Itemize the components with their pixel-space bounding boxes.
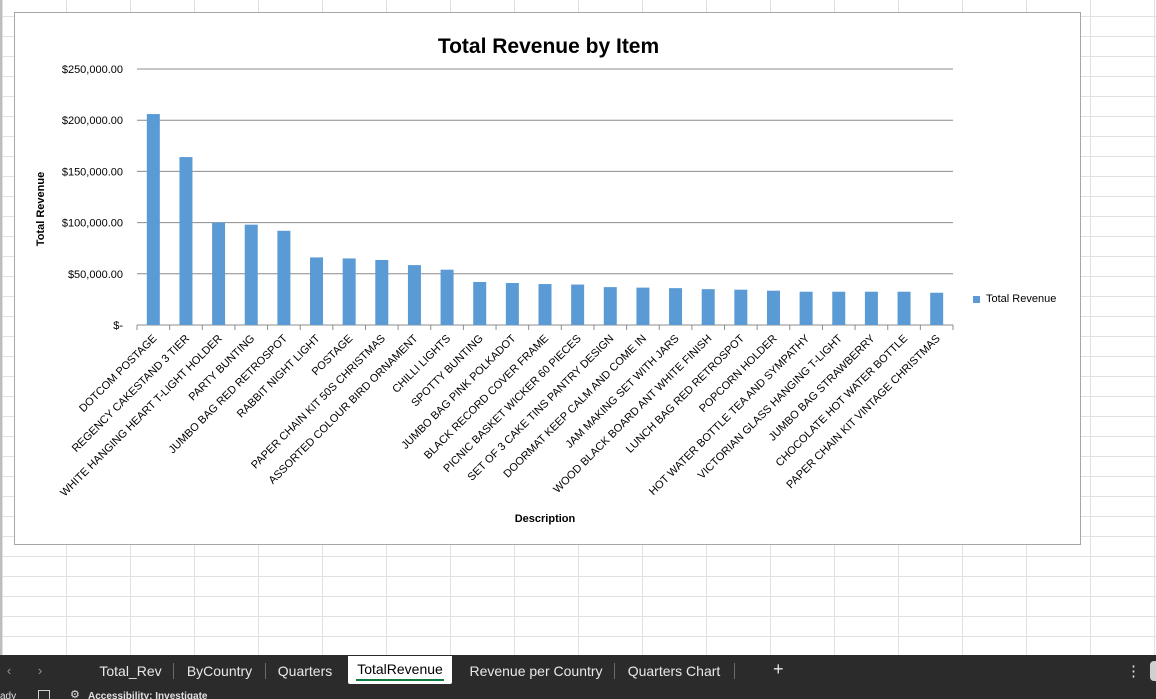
bar [701, 289, 715, 325]
tab-by-country[interactable]: ByCountry [186, 663, 253, 679]
chart-title: Total Revenue by Item [437, 35, 660, 58]
y-tick-label: $150,000.00 [62, 166, 123, 178]
bar [342, 258, 356, 325]
bar [179, 157, 193, 325]
bar [407, 265, 421, 325]
x-tick-label: JUMBO BAG RED RETROSPOT [167, 332, 291, 456]
tab-quarters-chart[interactable]: Quarters Chart [627, 663, 721, 679]
add-sheet-icon[interactable]: + [773, 659, 784, 679]
tab-separator [265, 663, 266, 679]
bar [244, 224, 258, 325]
bar [212, 222, 226, 325]
bar [930, 292, 944, 325]
chart-plot: $- $50,000.00 $100,000.00 $150,000.00 $200,0… [58, 64, 954, 499]
tab-total-revenue[interactable]: TotalRevenue [348, 656, 452, 684]
x-tick-label: LUNCH BAG RED RETROSPOT [624, 332, 747, 455]
bar [505, 283, 519, 325]
y-tick-label: $- [113, 320, 123, 332]
chart-x-axis-title: Description [514, 513, 576, 525]
y-tick-label: $100,000.00 [62, 218, 123, 230]
tab-total-revenue-label: TotalRevenue [357, 661, 443, 677]
tab-revenue-per-country[interactable]: Revenue per Country [469, 663, 603, 679]
x-tick-label: ASSORTED COLOUR BIRD ORNAMENT [267, 332, 421, 486]
x-tick-label: REGENCY CAKESTAND 3 TIER [70, 333, 192, 455]
bar [538, 284, 552, 325]
legend-swatch [973, 295, 980, 303]
bar [146, 114, 160, 325]
chart-object[interactable]: $- $50,000.00 $100,000.00 $150,000.00 $200,0… [14, 12, 1081, 545]
tab-total-rev[interactable]: Total_Rev [99, 663, 162, 679]
y-tick-label: $50,000.00 [68, 269, 123, 281]
accessibility-icon[interactable]: ⚙ [70, 689, 80, 699]
tab-separator [173, 663, 174, 679]
bar [832, 291, 846, 325]
bar [603, 287, 617, 325]
chart-legend: Total Revenue [973, 293, 1056, 305]
bar [571, 284, 585, 325]
status-bar: ady ⚙ Accessibility: Investigate [0, 687, 1156, 699]
bar [277, 230, 291, 325]
bar [864, 291, 878, 325]
bar [669, 288, 683, 325]
bar [440, 269, 454, 325]
legend-label: Total Revenue [986, 293, 1057, 305]
chevron-right-icon[interactable]: › [37, 663, 43, 678]
bar [897, 291, 911, 325]
x-tick-label: PAPER CHAIN KIT VINTAGE CHRISTMAS [784, 333, 942, 491]
tab-separator [734, 663, 735, 679]
bar [636, 287, 650, 325]
active-tab-underline [356, 679, 444, 681]
tab-quarters[interactable]: Quarters [277, 663, 333, 679]
bar [799, 291, 813, 325]
chart-y-axis-title: Total Revenue [35, 171, 47, 247]
y-tick-label: $200,000.00 [62, 115, 123, 127]
bar [310, 257, 324, 325]
chevron-left-icon[interactable]: ‹ [6, 663, 12, 678]
tab-separator [614, 663, 615, 679]
bar [734, 289, 748, 325]
accessibility-status[interactable]: Accessibility: Investigate [88, 691, 208, 699]
sheet-view-icon[interactable] [38, 690, 50, 699]
status-ready-text: ady [0, 691, 17, 699]
scrollbar-handle[interactable] [1150, 661, 1156, 681]
bar [375, 259, 389, 325]
x-tick-label: CHILLI LIGHTS [390, 333, 453, 396]
y-tick-label: $250,000.00 [62, 64, 123, 76]
sheet-tab-bar: ‹ › Total_Rev ByCountry Quarters TotalRe… [0, 655, 1156, 687]
bar [766, 290, 780, 325]
bar [473, 281, 487, 325]
more-options-icon[interactable]: ⋮ [1126, 663, 1141, 680]
row-header-edge [0, 0, 2, 655]
